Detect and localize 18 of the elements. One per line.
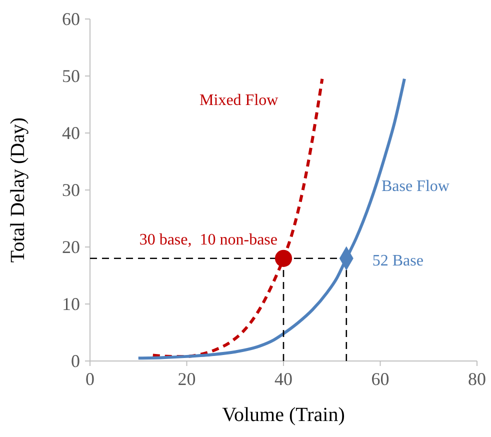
- y-tick-label: 40: [62, 123, 80, 143]
- y-tick-label: 10: [62, 294, 80, 314]
- text: Mixed Flow: [200, 92, 279, 109]
- y-tick-label: 20: [62, 237, 80, 257]
- series-label: Base Flow: [381, 178, 450, 195]
- x-axis-title: Volume (Train): [222, 404, 345, 426]
- x-tick-label: 60: [371, 369, 390, 389]
- y-axis-title: Total Delay (Day): [7, 117, 29, 263]
- annotation: 52 Base: [372, 252, 424, 270]
- x-tick-label: 20: [178, 369, 196, 389]
- y-tick-label: 60: [62, 9, 80, 29]
- annotation: 30 base, 10 non-base: [139, 231, 278, 248]
- x-tick-label: 80: [468, 369, 486, 389]
- x-tick-label: 40: [274, 369, 292, 389]
- y-tick-label: 30: [62, 180, 80, 200]
- x-tick-label: 0: [86, 369, 94, 389]
- y-tick-label: 50: [62, 66, 80, 86]
- y-tick-label: 0: [71, 351, 80, 371]
